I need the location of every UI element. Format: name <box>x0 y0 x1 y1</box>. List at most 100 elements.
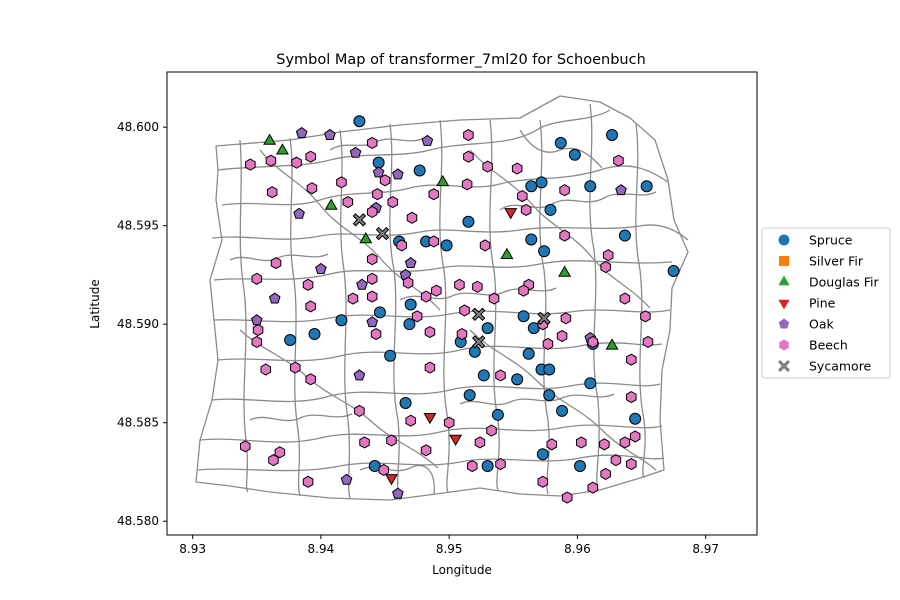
point-beech <box>495 457 506 471</box>
point-beech <box>428 235 440 248</box>
road-segment <box>459 393 615 406</box>
legend: Spruce Silver Fir Douglas Fir Pine Oak Beech S… <box>761 227 891 379</box>
point-beech <box>378 463 390 477</box>
series-beech <box>239 128 654 504</box>
point-pine <box>423 413 437 425</box>
point-beech <box>302 278 314 291</box>
road-segment <box>229 253 329 262</box>
point-beech <box>290 361 301 374</box>
road-segment <box>211 224 689 241</box>
point-oak <box>404 256 417 269</box>
point-spruce <box>606 129 619 142</box>
point-beech <box>472 280 483 293</box>
road-segment <box>217 342 663 362</box>
point-beech <box>463 150 474 163</box>
plot-frame <box>166 71 758 536</box>
plot-background <box>167 72 757 535</box>
legend-marker-sycamore <box>778 360 790 372</box>
legend-label-sycamore: Sycamore <box>809 359 872 374</box>
point-spruce <box>462 215 475 228</box>
series-sycamore <box>352 213 551 349</box>
point-spruce <box>308 328 321 341</box>
x-tick-label: 8.97 <box>692 542 719 556</box>
point-spruce <box>404 298 417 311</box>
point-beech <box>291 156 302 169</box>
road-segment <box>489 119 500 491</box>
y-tick-label: 48.600 <box>117 120 159 134</box>
series-oak <box>250 126 627 499</box>
point-pine <box>504 208 518 220</box>
point-spruce <box>403 318 416 331</box>
legend-marker-spruce <box>778 234 790 246</box>
point-spruce <box>399 396 412 409</box>
point-spruce <box>522 347 535 360</box>
point-beech <box>405 414 416 427</box>
road-segment <box>519 129 603 169</box>
point-oak <box>615 184 627 196</box>
point-beech <box>454 278 465 291</box>
road-segment <box>239 139 249 493</box>
point-beech <box>517 190 528 203</box>
point-sycamore <box>352 213 367 227</box>
point-spruce <box>463 389 476 402</box>
point-douglas-fir <box>436 174 450 187</box>
x-axis: 8.93 8.94 8.95 8.96 8.97 <box>179 535 719 556</box>
point-beech <box>366 253 378 266</box>
y-tick-label: 48.585 <box>117 416 159 430</box>
point-spruce <box>384 349 397 362</box>
point-spruce <box>629 412 642 425</box>
point-beech <box>537 475 549 488</box>
road-segment <box>389 123 401 501</box>
point-beech <box>463 128 474 142</box>
road-segment <box>199 424 663 443</box>
point-spruce <box>481 460 494 473</box>
point-beech <box>305 300 316 313</box>
point-spruce <box>544 203 557 216</box>
point-beech <box>336 176 347 189</box>
point-beech <box>366 136 378 150</box>
point-spruce <box>535 176 548 189</box>
road-segment <box>339 129 351 499</box>
point-beech <box>252 324 264 337</box>
point-spruce <box>525 233 538 246</box>
point-beech <box>354 404 365 417</box>
road-segment <box>249 413 353 422</box>
y-tick-label: 48.580 <box>117 514 159 528</box>
point-douglas-fir <box>275 143 289 155</box>
point-oak <box>392 168 404 180</box>
point-beech <box>274 446 286 459</box>
legend-entry-oak: Oak <box>778 317 834 332</box>
point-douglas-fir <box>359 231 373 244</box>
point-spruce <box>584 180 597 193</box>
y-axis: 48.580 48.585 48.590 48.595 48.600 <box>117 120 167 528</box>
point-beech <box>599 438 610 451</box>
point-beech <box>613 154 624 167</box>
point-beech <box>459 304 470 317</box>
legend-frame <box>761 227 891 379</box>
series-douglas-fir <box>263 133 619 350</box>
point-beech <box>386 434 397 447</box>
point-beech <box>239 440 251 453</box>
y-tick-label: 48.590 <box>117 317 159 331</box>
point-spruce <box>511 373 524 386</box>
point-sycamore <box>471 335 486 349</box>
point-beech <box>511 162 523 175</box>
point-oak <box>340 473 353 485</box>
point-beech <box>626 457 637 471</box>
road-segment <box>589 103 600 491</box>
point-beech <box>370 327 382 341</box>
point-beech <box>518 284 529 297</box>
point-spruce <box>554 136 567 149</box>
point-spruce <box>413 164 426 177</box>
point-pine <box>449 434 463 446</box>
point-beech <box>251 335 263 348</box>
point-beech <box>576 436 587 449</box>
region-outline <box>195 95 689 501</box>
point-beech <box>402 276 414 289</box>
road-segment <box>439 119 450 493</box>
point-beech <box>305 150 316 163</box>
point-pine <box>384 474 398 486</box>
point-beech <box>420 290 432 303</box>
road-segment <box>239 329 439 469</box>
point-beech <box>640 310 651 323</box>
